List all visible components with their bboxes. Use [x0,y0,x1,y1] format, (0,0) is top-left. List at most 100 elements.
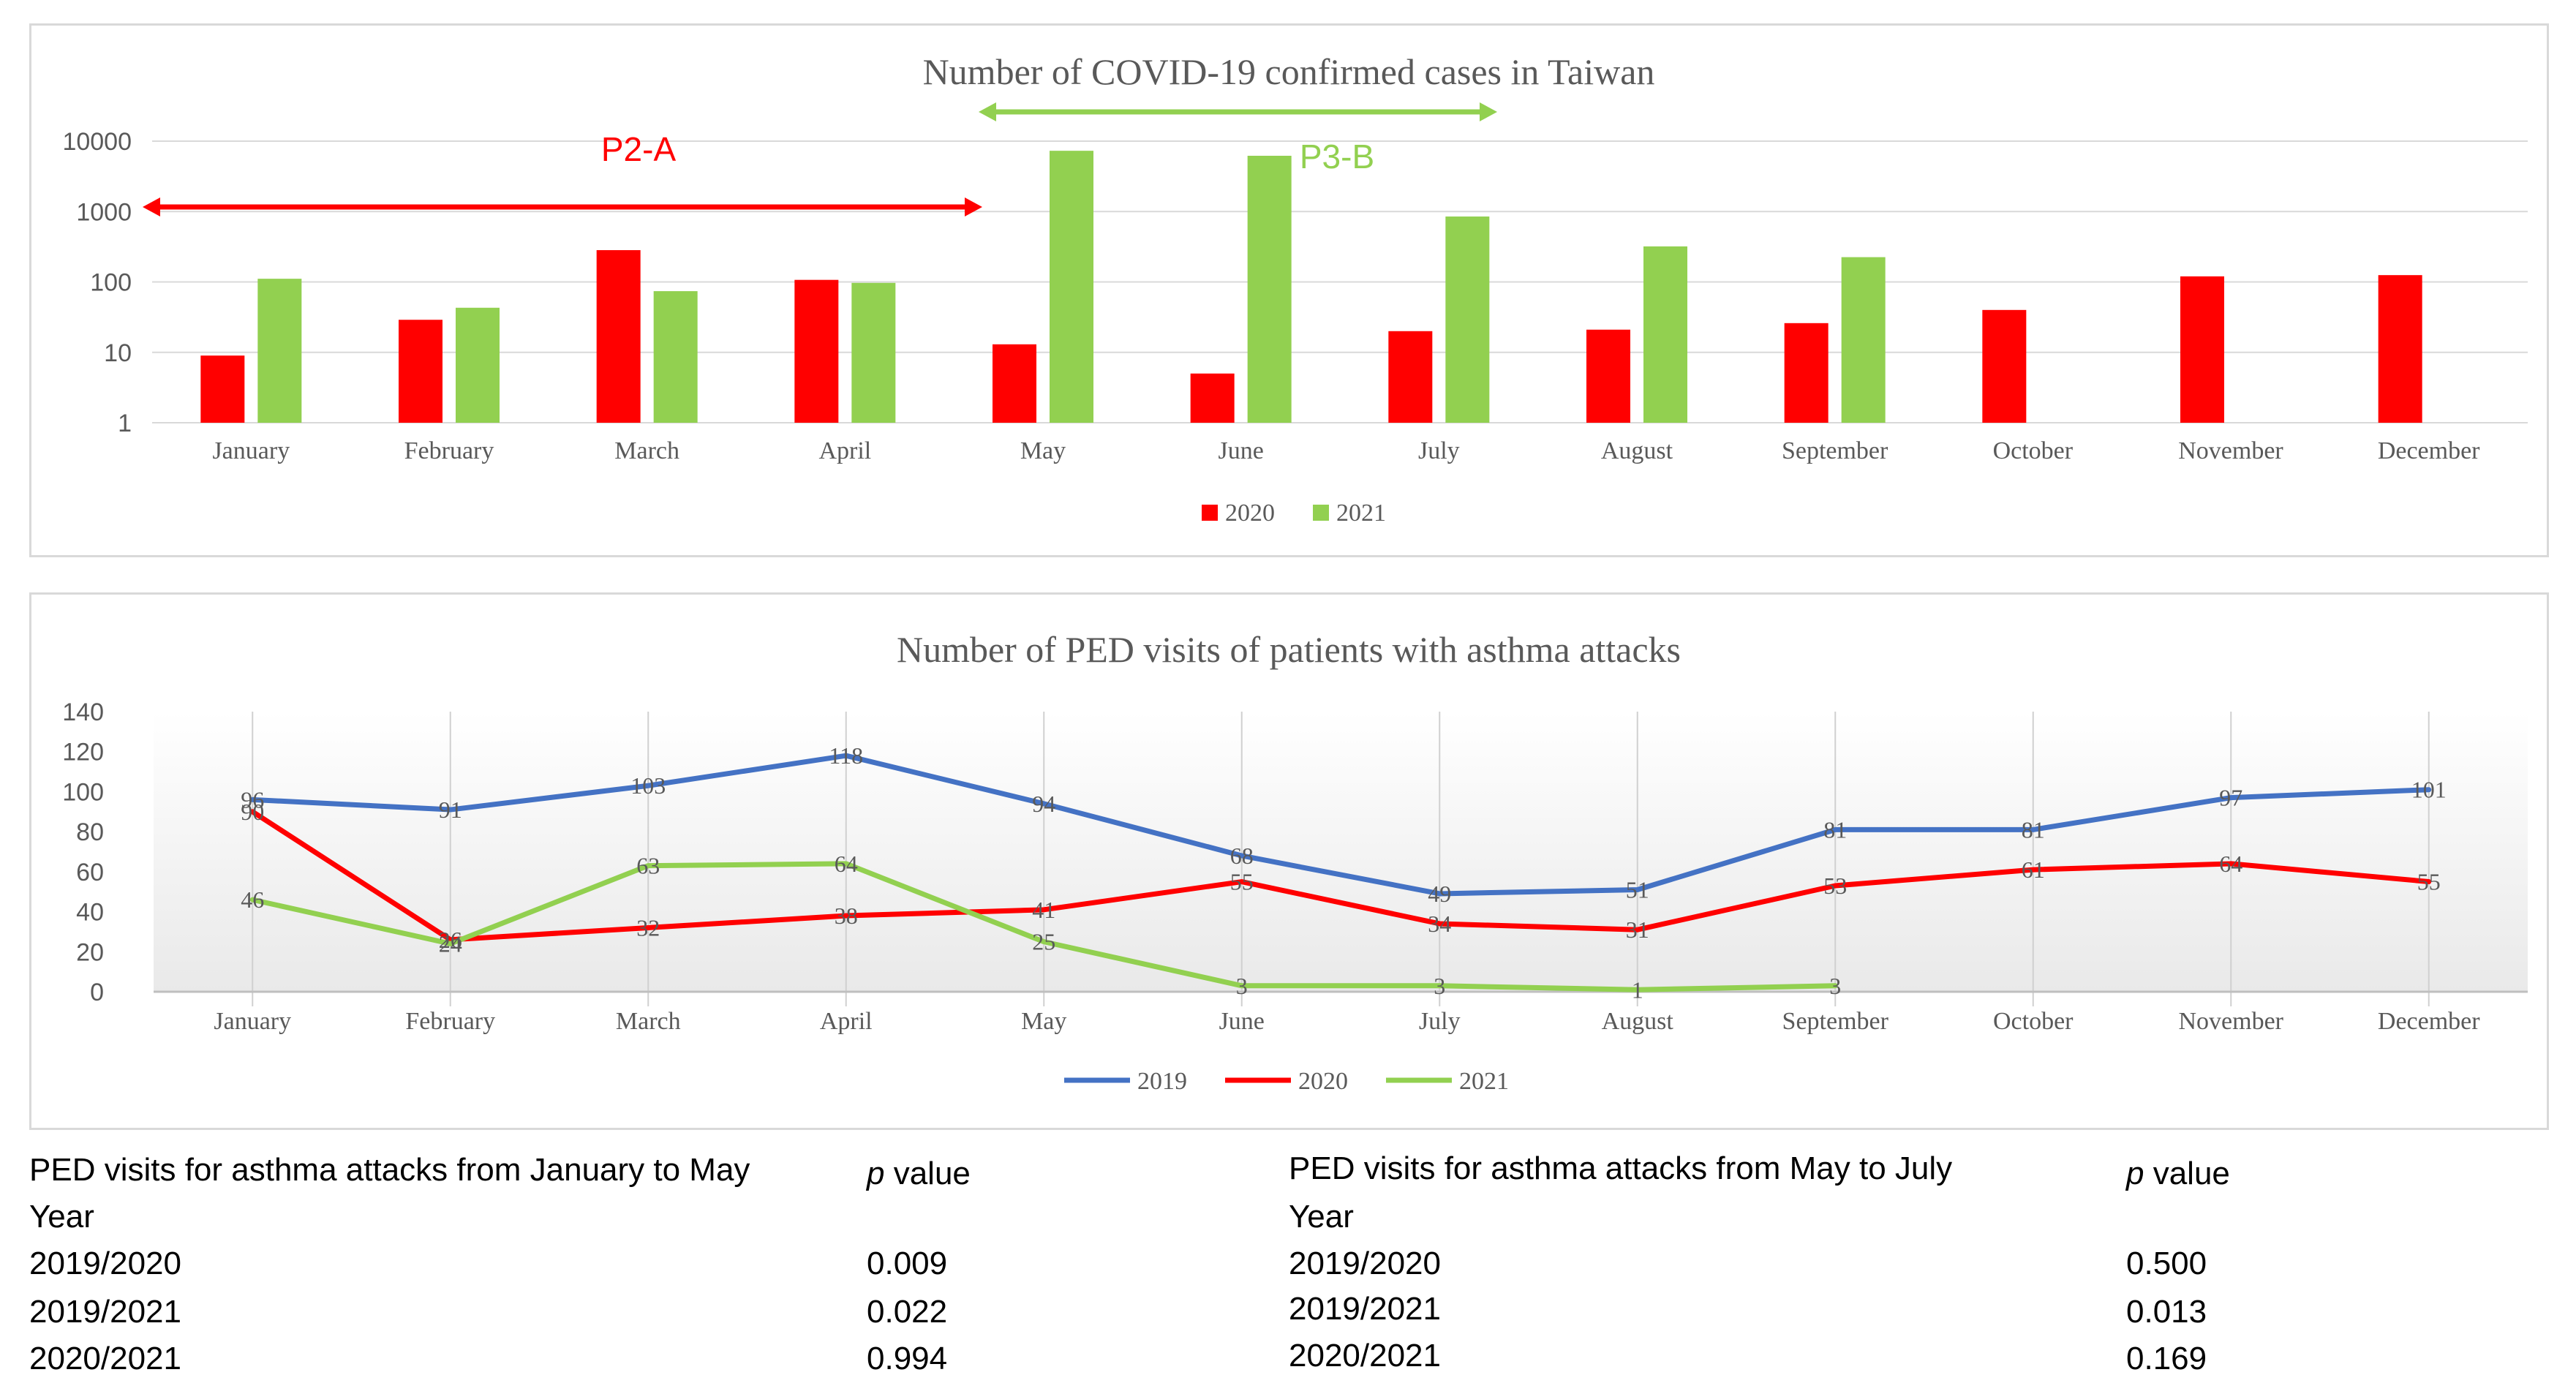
series-line-2021 [249,861,1838,992]
chart-title: Number of COVID-19 confirmed cases in Ta… [923,51,1655,92]
data-label-2021: 63 [636,853,660,879]
x-tick-label: November [2178,1008,2283,1035]
bar-2020 [993,344,1036,423]
bar-2020 [1586,329,1630,423]
stats-right-row-year: 2020/2021 [1289,1338,1441,1374]
bar-2021 [1841,257,1886,423]
x-tick-label: May [1021,1008,1066,1035]
data-label-2020: 38 [835,903,858,929]
x-tick-label: January [214,1008,291,1035]
legend: 2020 2021 [1202,500,1386,527]
data-label-2019: 118 [829,742,863,769]
stats-right-p-header: p value [2126,1156,2230,1191]
bar-2021 [456,307,500,423]
stats-left-row-p: 0.022 [867,1294,948,1330]
legend-swatch [1313,505,1329,521]
x-tick-label: August [1601,437,1673,464]
covid-cases-bar-chart: Number of COVID-19 confirmed cases in Ta… [62,51,2528,527]
data-label-2019: 103 [630,772,666,799]
stats-right-row-p: 0.169 [2126,1341,2207,1376]
stats-left-header: PED visits for asthma attacks from Janua… [29,1152,750,1188]
stats-right-row-p: 0.013 [2126,1294,2207,1330]
bar-2021 [1050,151,1093,423]
y-tick-label: 100 [62,778,104,806]
arrow-head-right [965,197,982,216]
stats-left-header-year: Year [29,1199,94,1235]
bar-2021 [851,282,896,423]
data-label-2021: 24 [439,930,462,957]
data-label-2019: 68 [1230,843,1254,869]
stats-left-p-header: p value [867,1156,971,1191]
y-tick-label: 120 [62,739,104,766]
data-label-2019: 97 [2219,785,2242,811]
stats-left-row-year: 2020/2021 [29,1341,181,1376]
legend-label: 2020 [1225,500,1275,527]
data-label-2021: 25 [1032,929,1055,955]
legend: 2019 2020 2021 [1064,1068,1509,1095]
series-line-2020 [249,809,2432,943]
x-tick-label: July [1418,437,1460,464]
x-tick-label: February [404,437,494,464]
y-tick-label: 60 [76,859,104,886]
bar-2020 [200,355,245,423]
bar-2020 [1784,323,1829,423]
y-tick-label: 1000 [76,198,132,226]
y-tick-label: 80 [76,818,104,846]
data-label-2021: 46 [241,886,264,913]
x-tick-label: September [1782,1008,1889,1035]
chart-title: Number of PED visits of patients with as… [897,629,1681,670]
stats-left-row-year: 2019/2020 [29,1246,181,1281]
data-label-2019: 49 [1428,881,1451,907]
bar-2020 [1190,373,1235,423]
data-label-2019: 91 [439,796,462,823]
data-label-2020: 34 [1428,911,1451,937]
stats-left-row-p: 0.009 [867,1246,948,1281]
data-label-2020: 26 [439,927,462,953]
data-label-2020: 32 [636,914,660,941]
y-tick-label: 0 [90,979,104,1006]
range-arrow [979,102,1497,121]
range-label: P2-A [601,130,677,168]
data-label-2020: 41 [1032,897,1055,923]
y-tick-label: 10000 [62,128,132,156]
stats-right-header: PED visits for asthma attacks from May t… [1289,1150,1953,1186]
data-label-2019: 96 [241,786,264,813]
legend-swatch [1202,505,1218,521]
stats-right-row-year: 2019/2021 [1289,1291,1441,1327]
bar-2020 [399,320,442,423]
y-tick-label: 20 [76,938,104,966]
x-tick-label: December [2378,1008,2480,1035]
data-label-2019: 94 [1032,791,1055,817]
data-label-2021: 64 [835,851,858,877]
x-tick-label: November [2178,437,2283,464]
range-arrow [143,197,982,216]
y-tick-label: 100 [90,269,132,297]
legend-label: 2019 [1137,1068,1187,1095]
data-label-2020: 55 [2417,869,2441,895]
x-tick-label: July [1419,1008,1461,1035]
y-tick-label: 140 [62,698,104,726]
data-label-2021: 3 [1829,973,1841,999]
arrow-head-left [143,197,160,216]
series-line-2019 [249,753,2432,897]
x-tick-label: January [212,437,290,464]
x-tick-label: June [1219,437,1264,464]
data-label-2019: 101 [2411,777,2447,803]
bar-2020 [596,250,641,423]
data-label-2021: 3 [1434,973,1445,999]
data-label-2021: 1 [1632,976,1643,1003]
data-label-2020: 61 [2022,856,2045,883]
arrow-head-left [979,102,996,121]
bar-2020 [1388,331,1433,423]
x-tick-label: April [818,437,871,464]
stats-right-header-year: Year [1289,1199,1354,1235]
bar-2020 [794,279,839,423]
bar-2021 [257,279,302,423]
gridlines [152,140,2528,423]
legend-label: 2021 [1459,1068,1509,1095]
data-label-2020: 55 [1230,869,1254,895]
x-tick-label: October [1993,437,2074,464]
data-label-2019: 51 [1626,876,1649,903]
data-label-2020: 64 [2219,851,2242,877]
data-label-2019: 81 [2022,816,2045,843]
